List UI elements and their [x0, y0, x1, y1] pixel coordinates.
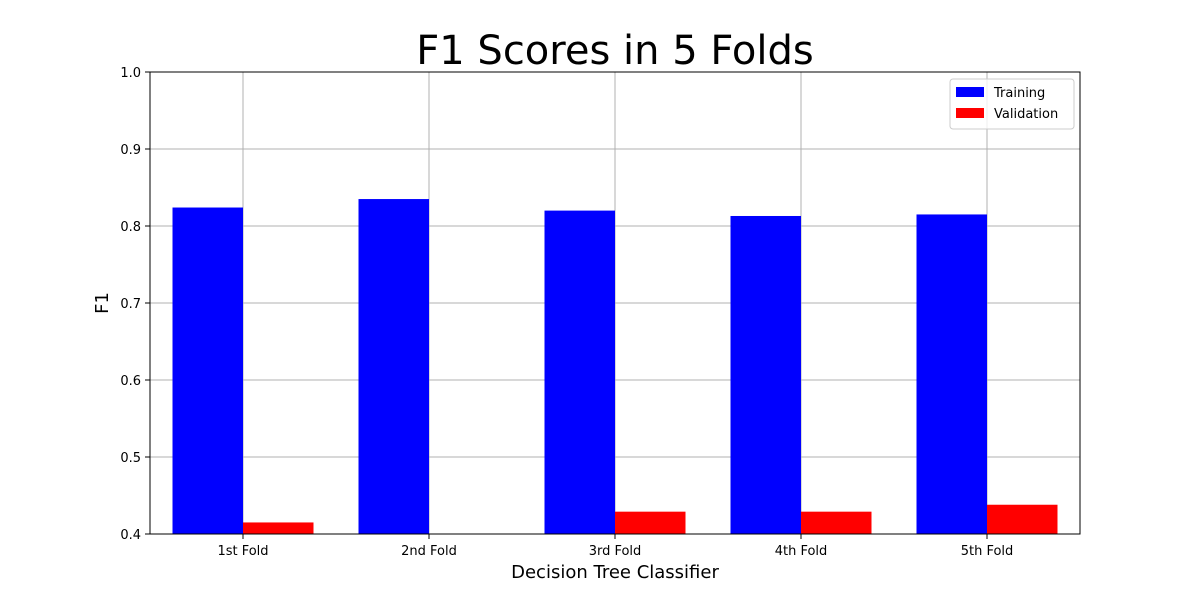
x-axis-label: Decision Tree Classifier [511, 562, 719, 583]
y-axis-label: F1 [92, 292, 113, 314]
x-tick-label: 1st Fold [217, 544, 268, 559]
chart-title: F1 Scores in 5 Folds [416, 28, 814, 74]
x-tick-label: 3rd Fold [589, 544, 642, 559]
legend-swatch [956, 87, 984, 97]
y-tick-label: 1.0 [120, 66, 141, 81]
legend-swatch [956, 108, 984, 118]
training-bar [358, 199, 429, 535]
bars [172, 199, 1058, 535]
y-tick-label: 0.9 [120, 143, 141, 158]
validation-bar [615, 511, 686, 534]
y-tick-label: 0.6 [120, 374, 141, 389]
validation-bar [987, 504, 1058, 534]
axis-ticks: 0.4 0.5 0.6 0.7 0.8 0.9 1.0 1st Fold 2nd Fold 3rd… [120, 66, 1013, 559]
validation-bar [243, 522, 314, 534]
y-tick-label: 0.4 [120, 528, 141, 543]
training-bar [172, 207, 243, 534]
training-bar [916, 214, 987, 534]
training-bar [544, 210, 615, 534]
x-tick-label: 2nd Fold [401, 544, 457, 559]
y-tick-label: 0.5 [120, 451, 141, 466]
validation-bar [801, 511, 872, 534]
legend-label: Training [993, 86, 1045, 101]
y-tick-label: 0.7 [120, 297, 141, 312]
training-bar [730, 215, 801, 535]
x-tick-label: 4th Fold [775, 544, 828, 559]
x-tick-label: 5th Fold [961, 544, 1014, 559]
legend-label: Validation [994, 107, 1058, 122]
legend: Training Validation [949, 78, 1075, 130]
y-tick-label: 0.8 [120, 220, 141, 235]
